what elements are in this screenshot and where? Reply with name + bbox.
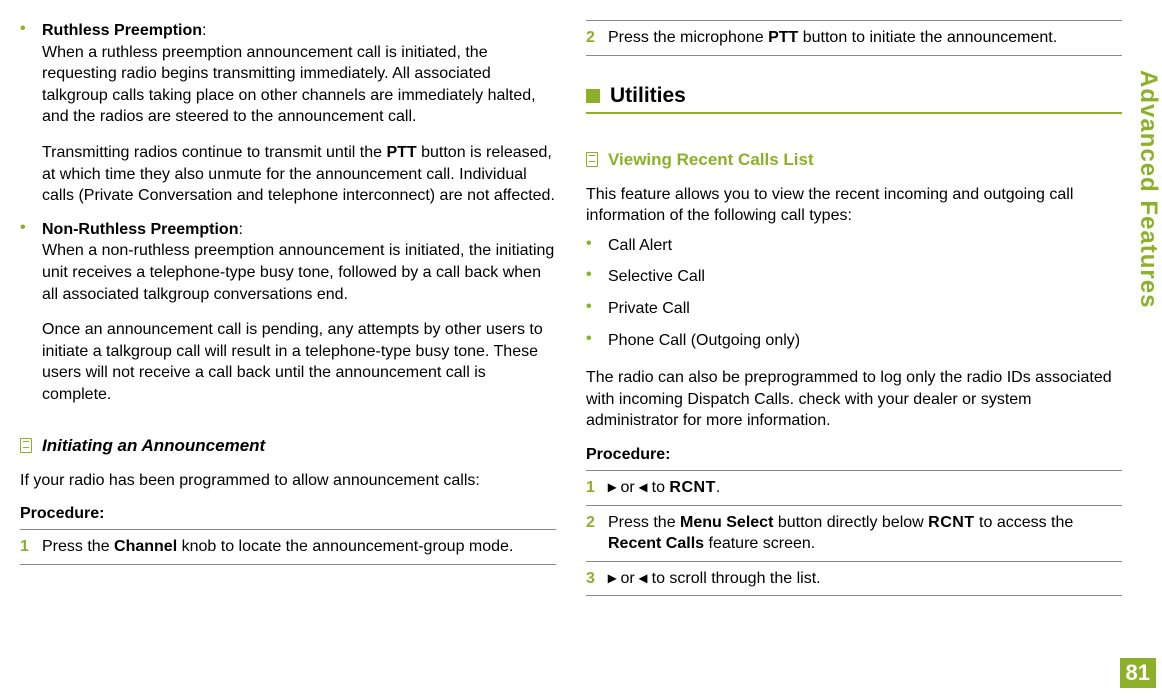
intro-text: If your radio has been programmed to all… [20, 470, 556, 492]
bullet-para2: Transmitting radios continue to transmit… [42, 142, 556, 207]
section-title: Utilities [610, 84, 686, 108]
section-head-utilities: Utilities [586, 84, 1122, 108]
right-column: 2 Press the microphone PTT button to ini… [586, 20, 1122, 655]
left-arrow-icon: ◂ [639, 477, 647, 499]
step-text: Press the microphone PTT button to initi… [608, 27, 1122, 49]
subheading-initiating: Initiating an Announcement [20, 436, 556, 456]
bullet-icon: • [20, 219, 32, 406]
doc-icon [20, 438, 32, 453]
step-1: 1 Press the Channel knob to locate the a… [20, 529, 556, 565]
doc-icon [586, 152, 598, 167]
step-2-top: 2 Press the microphone PTT button to ini… [586, 20, 1122, 56]
bullet-non-ruthless: • Non-Ruthless Preemption: When a non-ru… [20, 219, 556, 406]
bullet-icon: • [20, 20, 32, 207]
bullet-title: Non-Ruthless Preemption [42, 221, 238, 238]
square-icon [586, 89, 600, 103]
bullet-body: Non-Ruthless Preemption: When a non-ruth… [42, 219, 556, 406]
subheading-recent-calls: Viewing Recent Calls List [586, 150, 1122, 170]
procedure-label: Procedure: [20, 505, 556, 523]
list-label: Private Call [608, 298, 1122, 320]
step-r2: 2 Press the Menu Select button directly … [586, 506, 1122, 562]
list-item: • Selective Call [586, 266, 1122, 288]
step-number: 2 [586, 512, 608, 555]
step-number: 3 [586, 568, 608, 590]
bullet-ruthless: • Ruthless Preemption: When a ruthless p… [20, 20, 556, 207]
list-label: Call Alert [608, 235, 1122, 257]
bullet-para2: Once an announcement call is pending, an… [42, 319, 556, 405]
bullet-para1: When a ruthless preemption announcement … [42, 44, 536, 126]
bullet-icon: • [586, 266, 598, 288]
step-number: 1 [586, 477, 608, 499]
step-number: 1 [20, 536, 42, 558]
note-text: The radio can also be preprogrammed to l… [586, 367, 1122, 432]
subheading-text: Initiating an Announcement [42, 436, 265, 456]
step-text: ▸ or ◂ to scroll through the list. [608, 568, 1122, 590]
right-arrow-icon: ▸ [608, 568, 616, 590]
list-label: Phone Call (Outgoing only) [608, 330, 1122, 352]
bullet-title: Ruthless Preemption [42, 22, 202, 39]
list-item: • Private Call [586, 298, 1122, 320]
step-text: Press the Menu Select button directly be… [608, 512, 1122, 555]
list-item: • Phone Call (Outgoing only) [586, 330, 1122, 352]
bullet-icon: • [586, 235, 598, 257]
bullet-para1: When a non-ruthless preemption announcem… [42, 242, 554, 302]
bullet-icon: • [586, 330, 598, 352]
step-r1: 1 ▸ or ◂ to RCNT. [586, 470, 1122, 506]
step-text: ▸ or ◂ to RCNT. [608, 477, 1122, 499]
list-item: • Call Alert [586, 235, 1122, 257]
step-number: 2 [586, 27, 608, 49]
list-label: Selective Call [608, 266, 1122, 288]
left-column: • Ruthless Preemption: When a ruthless p… [20, 20, 556, 655]
bullet-icon: • [586, 298, 598, 320]
call-type-list: • Call Alert • Selective Call • Private Cal… [586, 235, 1122, 361]
intro-text: This feature allows you to view the rece… [586, 184, 1122, 227]
subheading-text: Viewing Recent Calls List [608, 150, 814, 170]
page-number: 81 [1120, 658, 1156, 688]
bullet-body: Ruthless Preemption: When a ruthless pre… [42, 20, 556, 207]
right-arrow-icon: ▸ [608, 477, 616, 499]
step-r3: 3 ▸ or ◂ to scroll through the list. [586, 562, 1122, 597]
section-rule [586, 112, 1122, 114]
procedure-label: Procedure: [586, 446, 1122, 464]
step-text: Press the Channel knob to locate the ann… [42, 536, 556, 558]
left-arrow-icon: ◂ [639, 568, 647, 590]
side-tab: Advanced Features [1134, 70, 1162, 308]
